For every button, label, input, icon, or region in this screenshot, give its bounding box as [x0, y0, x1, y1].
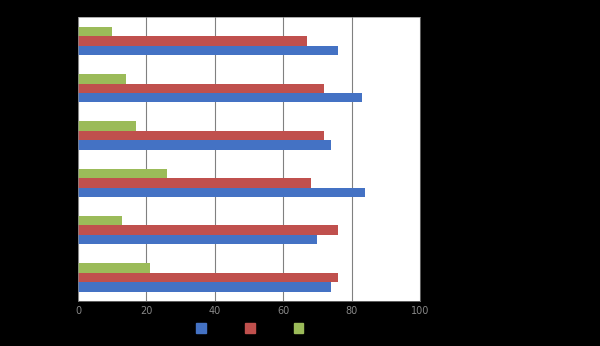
Bar	[78, 46, 338, 55]
Bar	[78, 282, 331, 292]
Bar	[78, 169, 167, 178]
Bar	[78, 263, 150, 273]
Bar	[78, 188, 365, 197]
Bar	[78, 36, 307, 46]
Bar	[78, 131, 324, 140]
Bar	[78, 83, 324, 93]
Bar	[78, 178, 311, 188]
Bar	[78, 140, 331, 150]
Bar	[78, 273, 338, 282]
Legend: , , : , ,	[196, 321, 308, 336]
Bar	[78, 93, 362, 102]
Bar	[78, 225, 338, 235]
Bar	[78, 235, 317, 244]
Bar	[78, 121, 136, 131]
Bar	[78, 216, 122, 225]
Bar	[78, 27, 112, 36]
Bar	[78, 74, 126, 83]
